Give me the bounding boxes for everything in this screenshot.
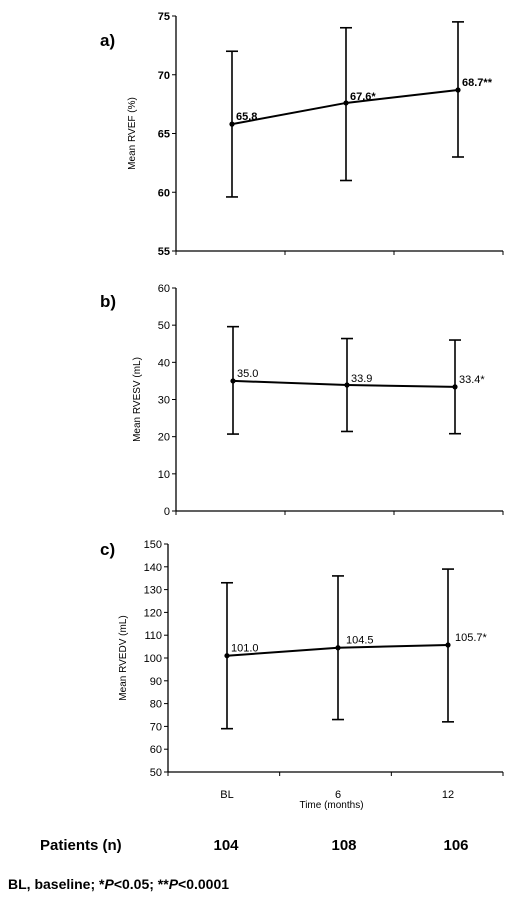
patients-row: Patients (n) 104 108 106 (40, 837, 469, 854)
data-label: 101.0 (231, 643, 259, 655)
data-point (343, 100, 349, 106)
data-point (224, 653, 230, 659)
data-label: 33.9 (351, 373, 372, 385)
x-tick-label: 12 (442, 789, 454, 801)
data-point (335, 645, 341, 651)
y-tick-label: 130 (144, 585, 162, 597)
series-line (231, 89, 459, 126)
data-point (344, 382, 350, 388)
y-tick-label: 55 (158, 246, 170, 258)
y-tick-label: 60 (150, 744, 162, 756)
data-point (229, 121, 235, 127)
y-tick-label: 60 (158, 187, 170, 199)
y-axis-title: Mean RVESV (mL) (132, 357, 143, 442)
x-tick-label: BL (220, 789, 233, 801)
panel-b: b) 0 10 20 30 40 50 60 Mean RVESV (mL) 35.0 33.9 33… (100, 283, 504, 518)
series-line (232, 379, 456, 388)
y-tick-label: 40 (158, 357, 170, 369)
patients-count-bl: 104 (213, 837, 239, 854)
data-label: 105.7* (455, 632, 488, 644)
y-tick-label: 70 (150, 721, 162, 733)
footnote-p1: P (104, 876, 114, 892)
panel-label: a) (100, 31, 115, 50)
y-tick-label: 150 (144, 539, 162, 551)
y-tick-label: 50 (158, 320, 170, 332)
y-tick-label: 140 (144, 562, 162, 574)
patients-label: Patients (n) (40, 837, 122, 854)
footnote-p2-rest: <0.0001 (178, 876, 230, 892)
y-tick-label: 120 (144, 607, 162, 619)
y-tick-label: 30 (158, 395, 170, 407)
panel-label: b) (100, 292, 116, 311)
panel-c: c) 50 60 70 80 90 100 110 120 130 140 150 Mean RVEDV… (100, 539, 504, 811)
y-tick-label: 10 (158, 469, 170, 481)
y-tick-label: 80 (150, 699, 162, 711)
footnote: BL, baseline; *P<0.05; **P<0.0001 (8, 876, 229, 892)
data-label: 68.7** (462, 77, 493, 89)
y-tick-label: 0 (164, 506, 170, 518)
data-label: 33.4* (459, 374, 485, 386)
y-axis-title: Mean RVEF (%) (127, 97, 138, 170)
data-point (230, 378, 236, 384)
y-tick-label: 100 (144, 653, 162, 665)
footnote-p1-rest: <0.05; ** (113, 876, 169, 892)
y-tick-label: 75 (158, 11, 170, 23)
panel-a: a) 55 60 65 70 75 Mean RVEF (%) 65.8 67.6* 68.7** (100, 11, 504, 258)
data-point (445, 642, 451, 648)
data-point (452, 384, 458, 390)
x-axis-title: Time (months) (299, 800, 363, 811)
data-label: 104.5 (346, 635, 374, 647)
x-tick-label: 6 (335, 789, 341, 801)
footnote-p2: P (168, 876, 179, 892)
data-label: 67.6* (350, 91, 376, 103)
panel-label: c) (100, 540, 115, 559)
data-label: 65.8 (236, 111, 257, 123)
y-tick-label: 90 (150, 676, 162, 688)
patients-count-12: 106 (443, 837, 468, 854)
data-point (455, 87, 461, 93)
y-tick-label: 50 (150, 767, 162, 779)
y-tick-label: 110 (144, 630, 162, 642)
y-tick-label: 20 (158, 432, 170, 444)
footnote-prefix: BL, baseline; * (8, 876, 105, 892)
patients-count-6: 108 (331, 837, 356, 854)
y-tick-label: 65 (158, 129, 170, 141)
data-label: 35.0 (237, 368, 258, 380)
y-axis-title: Mean RVEDV (mL) (118, 615, 129, 700)
y-tick-label: 60 (158, 283, 170, 295)
y-tick-label: 70 (158, 70, 170, 82)
